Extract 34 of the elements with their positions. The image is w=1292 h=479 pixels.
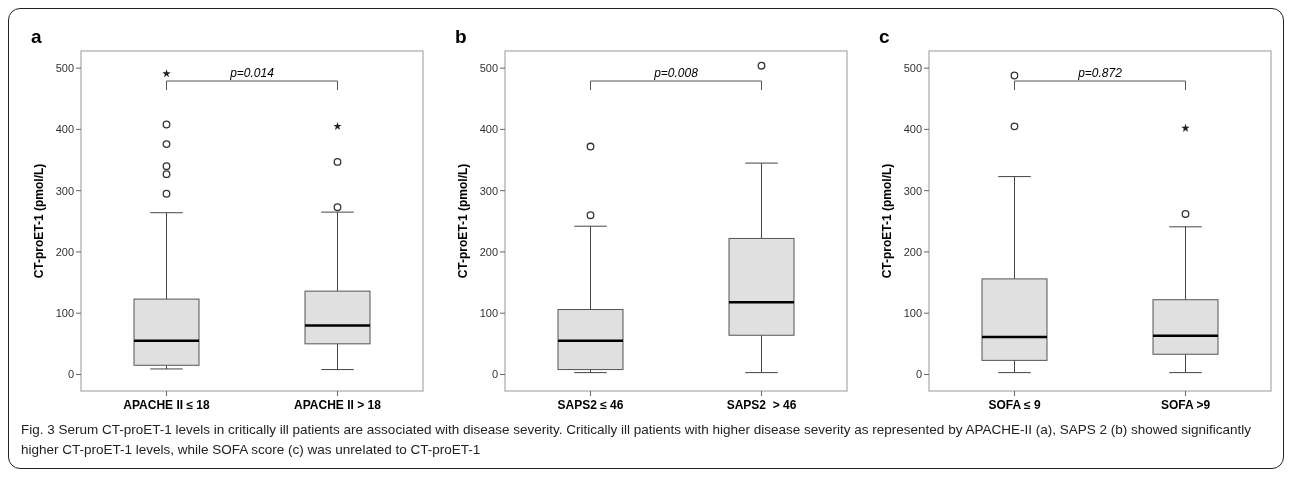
annotation: p=0.872 [1077,66,1123,80]
y-axis-title: CT-proET-1 (pmol/L) [456,163,470,279]
y-tick-label: 400 [903,123,922,136]
y-tick-label: 100 [479,307,498,320]
y-tick-label: 300 [55,184,74,197]
x-tick-label: SAPS2 ≤ 46 [557,398,624,412]
y-tick-label: 200 [479,245,498,258]
annotation: p=0.008 [653,66,699,80]
y-tick-label: 300 [479,184,498,197]
chart-title: c [879,26,890,47]
x-tick-label: SOFA >9 [1160,398,1211,412]
x-tick-label: SAPS2 > 46 [726,398,797,412]
y-tick-label: 400 [55,123,74,136]
y-tick-label: 200 [903,245,922,258]
y-tick-label: 500 [55,62,74,74]
y-tick-label: 400 [479,123,498,136]
y-tick-label: 300 [903,184,922,197]
y-tick-label: 100 [55,307,74,320]
y-tick-label: 0 [915,368,922,381]
x-tick-label: APACHE II ≤ 18 [123,398,211,412]
annotation: p=0.014 [229,66,275,80]
chart-title: b [455,26,467,47]
caption: Fig. 3 Serum CT-proET-1 levels in critically ill patients are associated with disease severity. Critically ill patients with higher disease severity as represented by APACHE-II (a), SAPS 2 (b) showed significantly higher CT-proET-1 levels, while SOFA score (c) was unrelated to CT-proET-1 [20,421,1252,459]
chart-title: a [31,26,42,47]
y-tick-label: 0 [67,368,74,381]
y-tick-label: 0 [491,368,498,381]
x-tick-label: APACHE II > 18 [294,398,382,412]
y-tick-label: 100 [903,307,922,320]
y-tick-label: 200 [55,245,74,258]
y-tick-label: 500 [479,62,498,74]
y-axis-title: CT-proET-1 (pmol/L) [32,163,46,279]
y-axis-title: CT-proET-1 (pmol/L) [880,163,894,279]
x-tick-label: SOFA ≤ 9 [988,398,1041,412]
y-tick-label: 500 [903,62,922,74]
